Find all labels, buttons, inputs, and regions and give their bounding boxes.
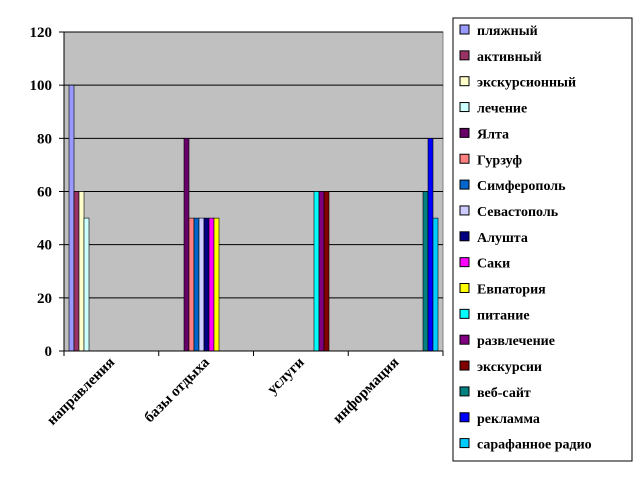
legend-label: питание: [477, 308, 530, 323]
legend-label: Гурзуф: [477, 153, 522, 168]
bar-15-4: [422, 191, 429, 352]
legend: пляжный активный экскурсионный лечение Ялта Г…: [452, 17, 633, 462]
legend-swatch: [459, 179, 470, 190]
bar-2-1: [73, 191, 80, 352]
legend-swatch: [459, 334, 470, 345]
legend-swatch: [459, 308, 470, 319]
y-tick-label: 120: [30, 25, 53, 41]
legend-swatch: [459, 102, 470, 113]
legend-swatch: [459, 257, 470, 268]
x-category-label: направления: [44, 355, 118, 429]
legend-label: развлечение: [477, 334, 555, 349]
y-tick-label: 20: [37, 291, 52, 307]
legend-label: Саки: [477, 257, 510, 272]
bar-1-1: [68, 84, 75, 352]
legend-swatch: [459, 153, 470, 164]
gridlines: [64, 31, 443, 299]
legend-box: [452, 17, 633, 462]
bar-6-2: [188, 217, 195, 352]
bar-5-2: [183, 138, 190, 352]
bar-11-2: [213, 217, 220, 352]
legend-label: экскурсионный: [477, 76, 576, 91]
legend-swatch: [459, 127, 470, 138]
bar-7-2: [193, 217, 200, 352]
legend-label: рекламма: [477, 412, 540, 427]
legend-label: веб-сайт: [477, 386, 531, 401]
legend-swatch: [459, 283, 470, 293]
legend-label: пляжный: [477, 24, 538, 39]
bar-9-2: [203, 217, 210, 352]
legend-swatch: [459, 231, 470, 242]
bar-3-1: [78, 191, 85, 352]
legend-swatch: [459, 50, 470, 61]
bar-17-4: [432, 217, 439, 352]
bar-14-3: [323, 191, 330, 352]
y-tick-label: 80: [37, 131, 52, 147]
legend-label: Алушта: [477, 231, 528, 246]
bar-10-2: [208, 217, 215, 352]
bar-13-3: [318, 191, 325, 352]
legend-label: Ялта: [477, 127, 509, 142]
legend-swatch: [459, 360, 470, 371]
y-tick-label: 60: [37, 185, 52, 201]
x-category-label: базы отдыха: [141, 354, 213, 426]
legend-swatch: [459, 24, 470, 35]
y-tick-label: 40: [37, 238, 52, 254]
x-category-label: информация: [330, 355, 402, 427]
legend-label: Севастополь: [477, 205, 559, 220]
bar-16-4: [427, 138, 434, 352]
legend-swatch: [459, 386, 470, 397]
legend-swatch: [459, 438, 470, 449]
legend-swatch: [459, 412, 470, 423]
bar-4-1: [83, 217, 90, 352]
y-tick-label: 0: [45, 344, 53, 360]
y-tick-label: 100: [30, 78, 53, 94]
legend-label: экскурсии: [477, 360, 542, 375]
legend-label: активный: [477, 50, 542, 65]
legend-label: лечение: [477, 102, 527, 117]
legend-label: сарафанное радио: [477, 438, 592, 453]
bar-8-2: [198, 217, 205, 352]
legend-label: Симферополь: [477, 179, 566, 194]
x-category-label: услуги: [265, 354, 308, 397]
bars: [68, 84, 439, 352]
legend-label: Евпатория: [477, 283, 546, 298]
bar-12-3: [313, 191, 320, 352]
legend-swatch: [459, 205, 470, 216]
legend-swatch: [459, 76, 470, 87]
